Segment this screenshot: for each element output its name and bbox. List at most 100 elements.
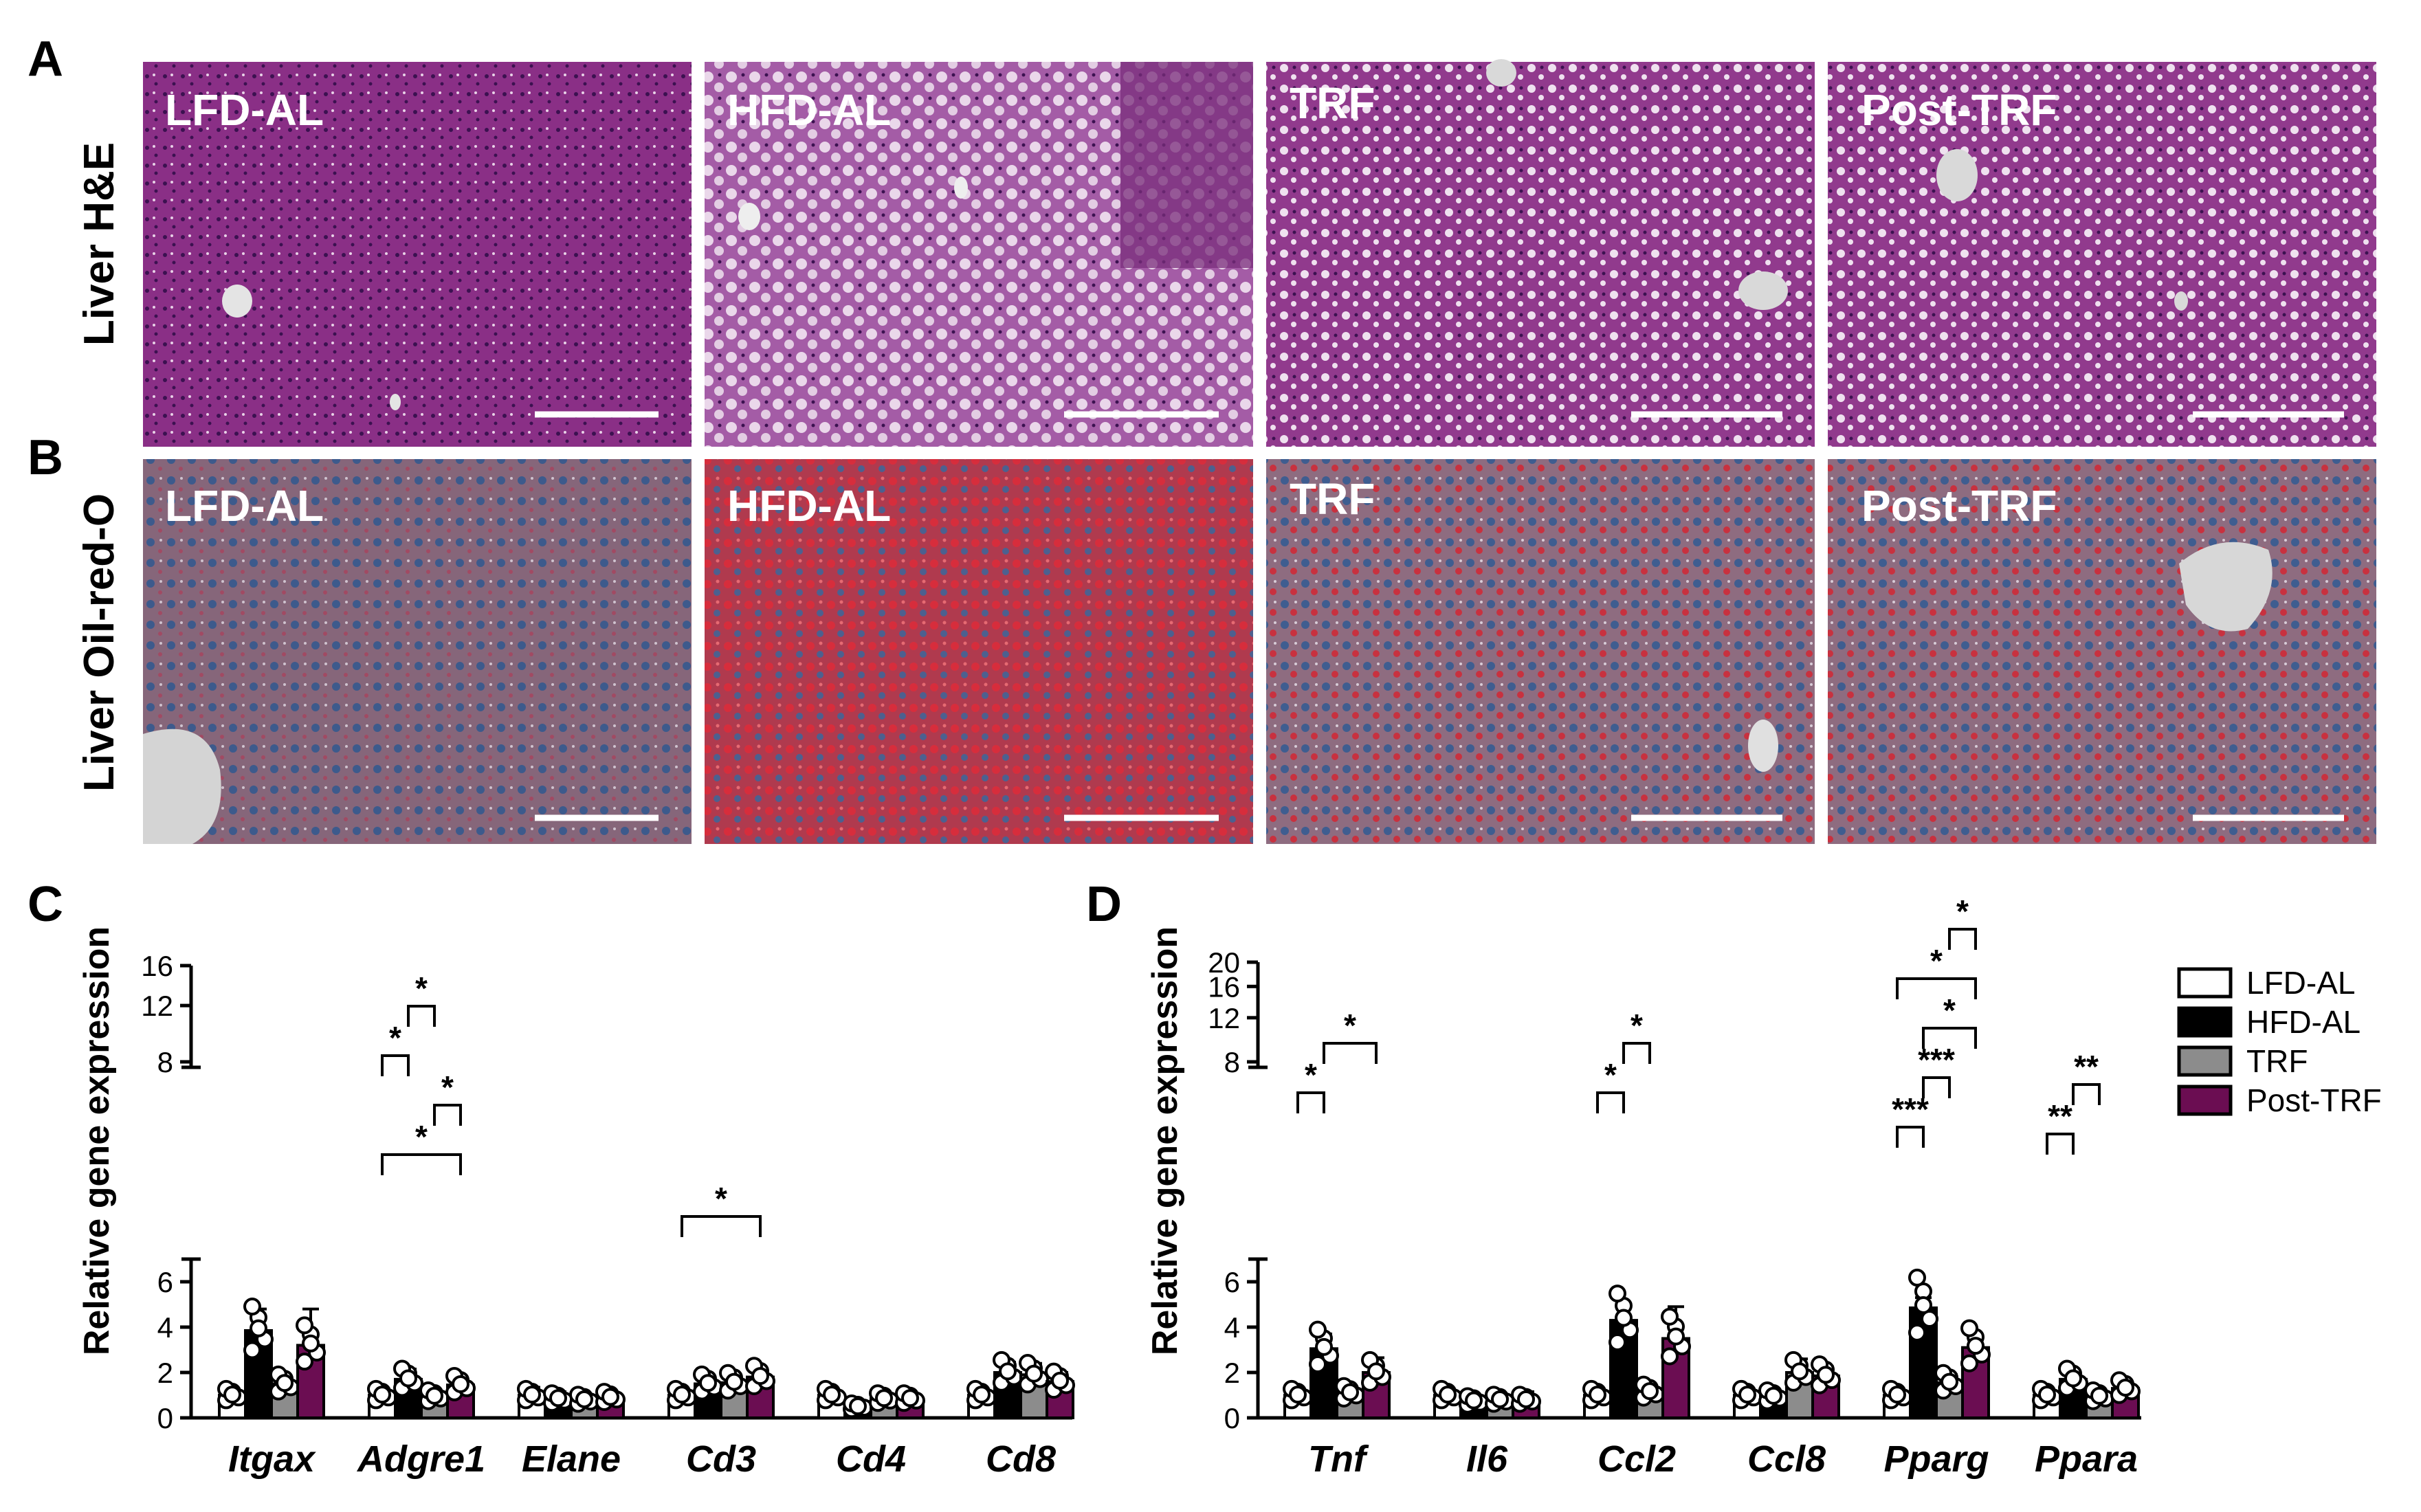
data-point-itgax-hfd-al: [243, 1341, 261, 1359]
y-tick-label-8: 8: [157, 1046, 173, 1078]
image-title-he-lfd-al: LFD-AL: [165, 85, 324, 135]
y-tick-label-12: 12: [1208, 1002, 1240, 1034]
micrograph-he-trf: TRF: [1266, 59, 1815, 447]
legend: LFD-AL HFD-AL TRF Post-TRF: [2177, 965, 2382, 1118]
significance-bracket: [407, 1005, 436, 1027]
legend-swatch-hfd-al: [2177, 1006, 2233, 1038]
y-tick-label-20: 20: [1208, 946, 1240, 979]
data-point-il6-post-trf: [1517, 1390, 1535, 1408]
significance-adgre1-hfd-al-vs-trf: *: [407, 970, 436, 1027]
significance-bracket: [1622, 1042, 1651, 1064]
significance-bracket: [1948, 928, 1977, 950]
data-point-cd3-hfd-al: [699, 1374, 717, 1392]
panel-label-b: B: [27, 430, 63, 485]
legend-swatch-post-trf: [2177, 1085, 2233, 1116]
data-point-elane-hfd-al: [549, 1389, 567, 1408]
significance-pparg-hfd-al-vs-trf: ***: [1918, 1042, 1955, 1098]
image-title-he-post-trf: Post-TRF: [1861, 85, 2057, 135]
data-point-ccl2-lfd-al: [1589, 1386, 1606, 1404]
data-point-ccl8-hfd-al: [1765, 1386, 1782, 1405]
significance-label: *: [441, 1069, 454, 1105]
row-label-he: Liver H&E: [76, 142, 123, 346]
data-point-ppara-post-trf: [2116, 1379, 2134, 1397]
y-tick-label-16: 16: [141, 950, 173, 982]
data-point-il6-trf: [1491, 1390, 1509, 1408]
data-point-pparg-lfd-al: [1888, 1386, 1906, 1404]
image-title-oro-hfd-al: HFD-AL: [727, 481, 891, 531]
significance-bracket: [1323, 1042, 1378, 1064]
data-point-pparg-hfd-al: [1908, 1323, 1926, 1342]
data-point-cd3-trf: [725, 1372, 743, 1391]
data-point-ccl2-post-trf: [1667, 1327, 1685, 1346]
data-point-itgax-lfd-al: [223, 1386, 241, 1404]
significance-tnf-lfd-al-vs-hfd-al: *: [1296, 1057, 1325, 1113]
data-point-pparg-hfd-al: [1914, 1296, 1932, 1314]
legend-label-trf: TRF: [2246, 1043, 2308, 1079]
micrograph-oro-post-trf: Post-TRF: [1828, 459, 2376, 844]
data-point-ppara-hfd-al: [2064, 1369, 2082, 1388]
data-point-pparg-post-trf: [1960, 1319, 1978, 1337]
data-point-pparg-trf: [1941, 1372, 1958, 1391]
data-point-cd3-lfd-al: [673, 1386, 691, 1404]
data-point-cd4-trf: [875, 1389, 893, 1408]
significance-ccl2-lfd-al-vs-hfd-al: *: [1596, 1057, 1625, 1113]
significance-bracket: [2046, 1133, 2075, 1155]
data-point-itgax-trf: [276, 1374, 294, 1392]
y-tick-label-6: 6: [1224, 1266, 1240, 1298]
y-tick-label-2: 2: [1224, 1357, 1240, 1389]
data-point-cd4-lfd-al: [823, 1386, 841, 1404]
y-tick-label-12: 12: [141, 990, 173, 1022]
significance-tnf-hfd-al-vs-post-trf: *: [1323, 1008, 1378, 1064]
significance-label: *: [415, 1119, 428, 1155]
y-tick-label-8: 8: [1224, 1046, 1240, 1078]
image-title-he-hfd-al: HFD-AL: [727, 85, 891, 135]
data-point-ccl8-post-trf: [1817, 1366, 1835, 1384]
significance-pparg-lfd-al-vs-hfd-al: ***: [1892, 1091, 1929, 1148]
data-point-itgax-post-trf: [296, 1316, 313, 1335]
significance-label: *: [1956, 893, 1969, 929]
significance-label: *: [1930, 943, 1943, 979]
significance-bracket: [433, 1104, 462, 1126]
data-point-tnf-post-trf: [1367, 1362, 1385, 1381]
data-point-il6-lfd-al: [1439, 1386, 1457, 1404]
y-tick-label-0: 0: [1224, 1402, 1240, 1434]
significance-pparg-hfd-al-vs-post-trf: *: [1922, 992, 1977, 1049]
data-point-ccl2-hfd-al: [1615, 1309, 1633, 1327]
x-tick-label-ppara: Ppara: [2035, 1438, 2138, 1480]
data-point-ccl2-hfd-al: [1609, 1333, 1626, 1352]
x-tick-label-adgre1: Adgre1: [356, 1438, 485, 1480]
x-tick-label-ccl8: Ccl8: [1747, 1438, 1826, 1480]
x-tick-label-cd8: Cd8: [986, 1438, 1056, 1480]
chart-c-ylabel: Relative gene expression: [77, 926, 117, 1355]
y-tick-label-6: 6: [157, 1266, 173, 1298]
x-tick-label-tnf: Tnf: [1308, 1438, 1369, 1480]
data-point-tnf-hfd-al: [1315, 1337, 1333, 1356]
data-point-ccl2-trf: [1641, 1382, 1659, 1401]
data-point-itgax-hfd-al: [243, 1298, 261, 1316]
image-title-oro-trf: TRF: [1290, 474, 1375, 524]
significance-pparg-trf-vs-post-trf: *: [1948, 893, 1977, 950]
significance-bracket: [1922, 1076, 1951, 1098]
data-point-itgax-post-trf: [296, 1353, 313, 1371]
data-point-itgax-post-trf: [302, 1334, 320, 1353]
significance-label: **: [2048, 1098, 2072, 1134]
x-tick-label-pparg: Pparg: [1883, 1438, 1989, 1480]
micrograph-oro-hfd-al: HFD-AL: [705, 459, 1253, 844]
panel-label-a: A: [27, 32, 63, 87]
y-tick-label-4: 4: [157, 1311, 173, 1344]
legend-swatch-lfd-al: [2177, 967, 2233, 999]
data-point-elane-lfd-al: [523, 1386, 541, 1404]
legend-label-post-trf: Post-TRF: [2246, 1082, 2382, 1118]
data-point-il6-hfd-al: [1465, 1391, 1483, 1410]
x-tick-label-il6: Il6: [1466, 1438, 1508, 1480]
x-tick-label-cd4: Cd4: [836, 1438, 906, 1480]
micrograph-he-lfd-al: LFD-AL: [143, 62, 692, 447]
significance-bracket: [681, 1215, 762, 1237]
panel-label-d: D: [1086, 877, 1122, 932]
significance-adgre1-lfd-al-vs-hfd-al: *: [381, 1020, 410, 1076]
significance-cd3-lfd-al-vs-post-trf: *: [681, 1181, 762, 1237]
data-point-cd8-lfd-al: [973, 1386, 991, 1404]
chart-d-ylabel: Relative gene expression: [1145, 926, 1185, 1355]
significance-bracket: [381, 1153, 462, 1175]
x-tick-label-elane: Elane: [522, 1438, 621, 1480]
